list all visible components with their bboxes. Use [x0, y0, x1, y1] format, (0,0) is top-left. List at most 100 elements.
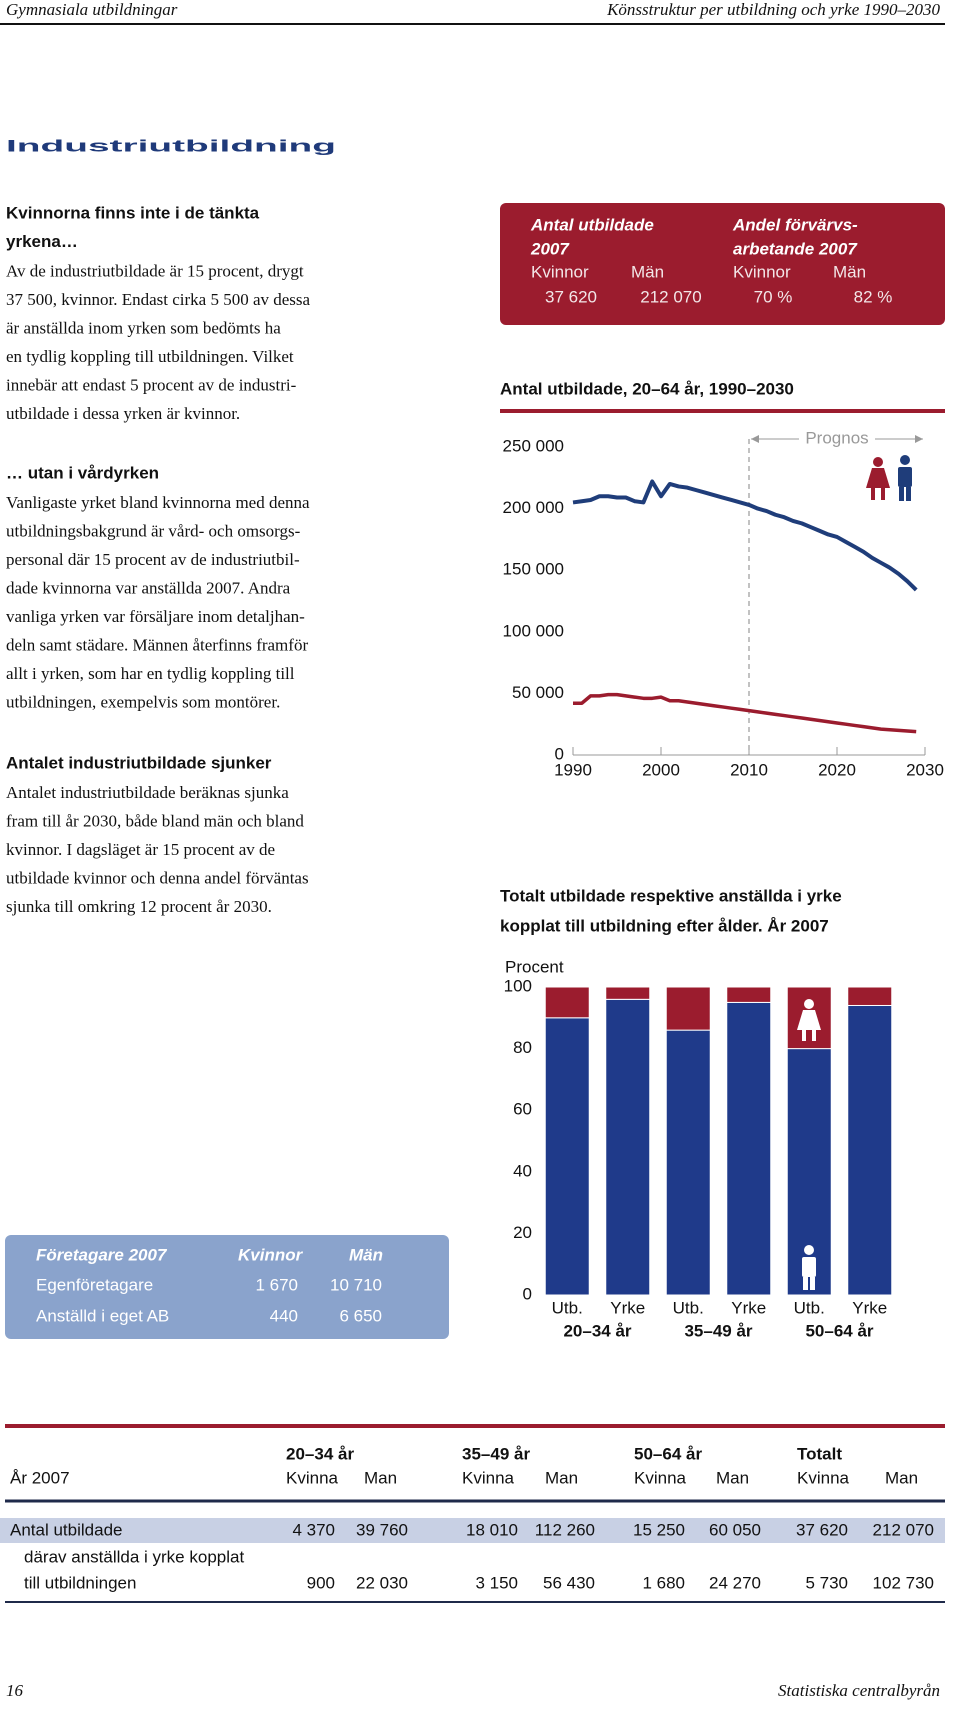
- body-text: kvinnor. I dagsläget är 15 procent av de: [6, 840, 275, 859]
- x-tick-label: 2010: [730, 760, 768, 779]
- key-figure-value: 70 %: [754, 287, 793, 306]
- box-header: Kvinnor: [238, 1245, 304, 1264]
- body-text: sjunka till omkring 12 procent år 2030.: [6, 897, 272, 916]
- key-figure-label: Kvinnor: [531, 262, 589, 281]
- key-figure-heading: Antal utbildade: [530, 215, 654, 234]
- header-left: Gymnasiala utbildningar: [6, 0, 178, 19]
- table-column-header: Man: [716, 1468, 749, 1487]
- annotation: Prognos: [805, 428, 868, 447]
- body-text: Vanligaste yrket bland kvinnorna med den…: [6, 493, 310, 512]
- x-tick-label: 2020: [818, 760, 856, 779]
- x-tick-label: Yrke: [852, 1298, 887, 1317]
- table-column-header: År 2007: [10, 1468, 70, 1487]
- section-heading: Antalet industriutbildade sjunker: [6, 753, 272, 772]
- data-line: [573, 692, 917, 734]
- table-column-header: Man: [364, 1468, 397, 1487]
- y-tick-label: 80: [513, 1038, 532, 1057]
- body-text: dade kvinnorna var anställda 2007. Andra: [6, 578, 291, 597]
- y-tick-label: 200 000: [503, 498, 564, 517]
- body-text: utbildade i dessa yrken är kvinnor.: [6, 404, 240, 423]
- body-text: är anställda inom yrken som bedömts ha: [6, 318, 281, 337]
- x-tick-label: Yrke: [610, 1298, 645, 1317]
- y-tick-label: 100: [504, 976, 532, 995]
- body-text: personal där 15 procent av de industriut…: [6, 550, 300, 569]
- bar-segment: [605, 998, 651, 1296]
- table-cell: 56 430: [543, 1573, 595, 1592]
- table-column-header: Kvinna: [634, 1468, 687, 1487]
- page-title: Industriutbildning: [6, 136, 336, 155]
- key-figure-heading: 2007: [530, 239, 570, 258]
- y-axis-label: Procent: [505, 957, 564, 976]
- table-cell: 4 370: [292, 1520, 335, 1539]
- table-cell: 5 730: [805, 1573, 848, 1592]
- x-tick-label: Utb.: [552, 1298, 583, 1317]
- box-label: Egenföretagare: [36, 1275, 153, 1294]
- data-line: [572, 479, 918, 592]
- section-heading: Kvinnorna finns inte i de tänkta: [6, 203, 260, 222]
- table-row-highlight: [0, 1518, 945, 1543]
- key-figure-value: 212 070: [640, 287, 701, 306]
- table-group-header: 50–64 år: [634, 1444, 702, 1463]
- y-tick-label: 150 000: [503, 560, 564, 579]
- box-value: 1 670: [255, 1275, 298, 1294]
- body-text: utbildade kvinnor och denna andel förvän…: [6, 868, 309, 887]
- body-text: Av de industriutbildade är 15 procent, d…: [6, 261, 304, 280]
- key-figure-label: Kvinnor: [733, 262, 791, 281]
- section-heading: … utan i vårdyrken: [6, 463, 159, 482]
- group-label: 35–49 år: [684, 1321, 752, 1340]
- key-figure-label: Män: [833, 262, 866, 281]
- table-cell: 39 760: [356, 1520, 408, 1539]
- man-icon: [898, 455, 912, 501]
- x-tick-label: Yrke: [731, 1298, 766, 1317]
- table-cell: 15 250: [633, 1520, 685, 1539]
- table-group-header: Totalt: [797, 1444, 842, 1463]
- annotation-bg: [799, 431, 875, 447]
- table-cell: 1 680: [642, 1573, 685, 1592]
- box-value: 10 710: [330, 1275, 382, 1294]
- y-tick-label: 20: [513, 1223, 532, 1242]
- x-tick-label: Utb.: [673, 1298, 704, 1317]
- table-cell: 102 730: [873, 1573, 934, 1592]
- box-label: Anställd i eget AB: [36, 1306, 169, 1325]
- table-column-header: Man: [885, 1468, 918, 1487]
- page-number: 16: [6, 1681, 24, 1700]
- woman-icon: [866, 457, 890, 500]
- box-header: Företagare 2007: [36, 1245, 168, 1264]
- x-tick-label: 1990: [554, 760, 592, 779]
- box-value: 440: [270, 1306, 298, 1325]
- bar-segment: [544, 1017, 590, 1296]
- y-tick-label: 50 000: [512, 683, 564, 702]
- table-column-header: Man: [545, 1468, 578, 1487]
- bar-segment: [665, 986, 711, 1031]
- key-figure-heading: arbetande 2007: [733, 239, 858, 258]
- y-tick-label: 250 000: [503, 436, 564, 455]
- x-tick-label: 2000: [642, 760, 680, 779]
- table-cell: 22 030: [356, 1573, 408, 1592]
- chart-title: kopplat till utbildning efter ålder. År …: [500, 916, 829, 935]
- table-cell: 18 010: [466, 1520, 518, 1539]
- table-cell: 24 270: [709, 1573, 761, 1592]
- body-text: innebär att endast 5 procent av de indus…: [6, 375, 297, 394]
- body-text: Antalet industriutbildade beräknas sjunk…: [6, 783, 289, 802]
- bar-segment: [605, 986, 651, 1000]
- key-figure-heading: Andel förvärvs-: [732, 215, 858, 234]
- group-label: 50–64 år: [805, 1321, 873, 1340]
- body-text: allt i yrken, som har en tydlig koppling…: [6, 664, 295, 683]
- table-cell: 60 050: [709, 1520, 761, 1539]
- key-figures-box: [500, 203, 945, 325]
- publisher: Statistiska centralbyrån: [778, 1681, 940, 1700]
- box-value: 6 650: [339, 1306, 382, 1325]
- y-tick-label: 0: [523, 1284, 532, 1303]
- bar-segment: [847, 986, 893, 1006]
- table-group-header: 20–34 år: [286, 1444, 354, 1463]
- table-cell: 900: [307, 1573, 335, 1592]
- bar-segment: [726, 986, 772, 1003]
- body-text: deln samt städare. Männen återfinns fram…: [6, 635, 308, 654]
- body-text: vanliga yrken var försäljare inom detalj…: [6, 607, 305, 626]
- x-tick-label: 2030: [906, 760, 944, 779]
- section-heading: yrkena…: [6, 232, 78, 251]
- table-group-header: 35–49 år: [462, 1444, 530, 1463]
- body-text: fram till år 2030, både bland män och bl…: [6, 811, 304, 830]
- chart-title: Totalt utbildade respektive anställda i …: [500, 886, 842, 905]
